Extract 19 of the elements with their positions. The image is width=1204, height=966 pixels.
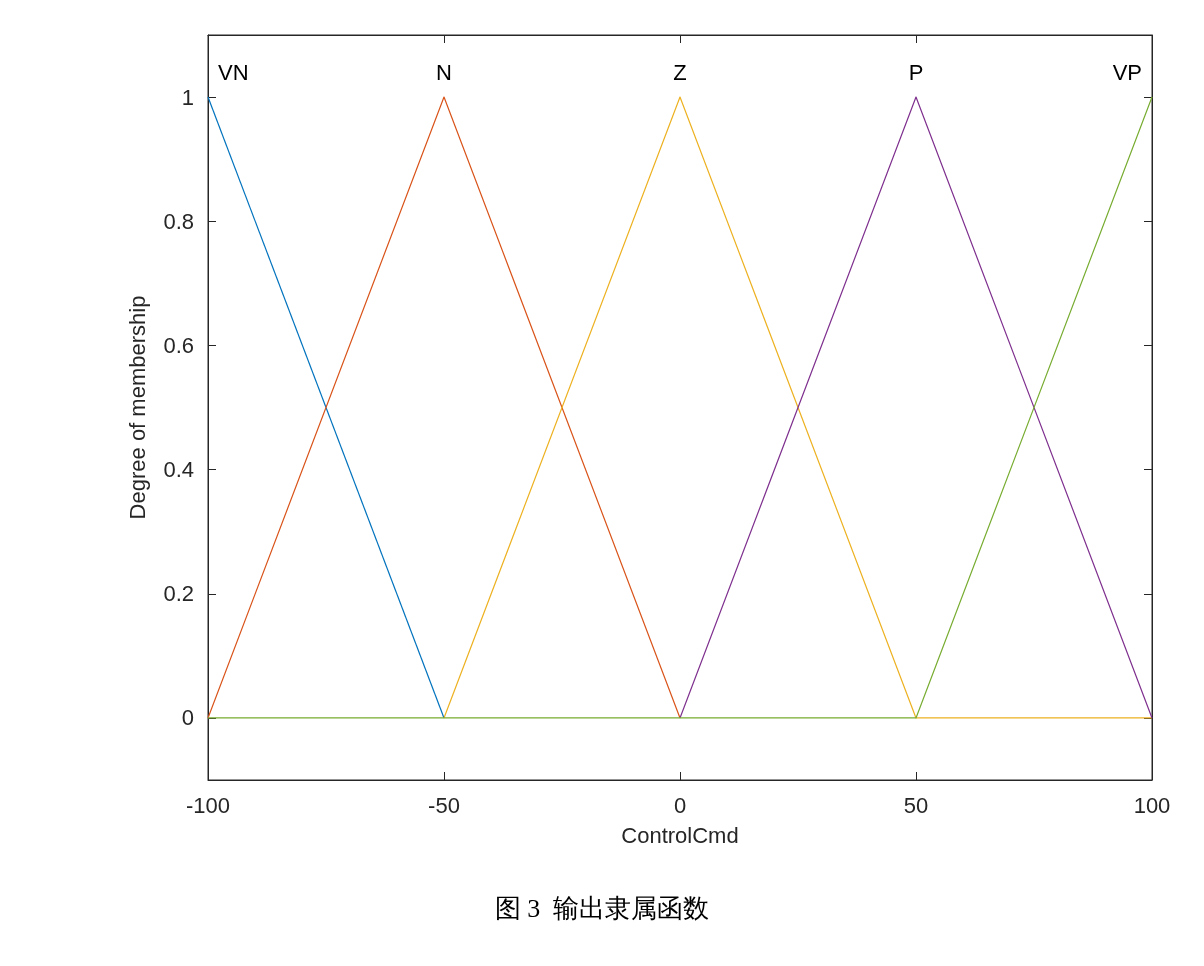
y-axis-title: Degree of membership	[124, 295, 150, 520]
y-tick-label: 0.8	[163, 208, 194, 234]
series-label: VP	[1112, 59, 1142, 85]
x-tick-label: 0	[673, 792, 687, 818]
y-tick-label: 1	[181, 84, 194, 110]
series-label: Z	[673, 59, 687, 85]
caption: 图 3 输出隶属函数	[494, 893, 710, 923]
series-label: N	[436, 59, 452, 85]
y-tick-label: 0.4	[163, 457, 194, 483]
y-tick-label: 0.6	[163, 332, 194, 358]
x-tick-label: -100	[185, 792, 231, 818]
series-label: P	[908, 59, 924, 85]
x-tick-label: 100	[1133, 792, 1171, 818]
series-label: VN	[218, 59, 249, 85]
y-tick-label: 0	[181, 705, 194, 731]
x-tick-label: 50	[903, 792, 929, 818]
x-axis-title: ControlCmd	[621, 822, 739, 848]
x-tick-label: -50	[428, 792, 460, 818]
y-tick-label: 0.2	[163, 581, 194, 607]
